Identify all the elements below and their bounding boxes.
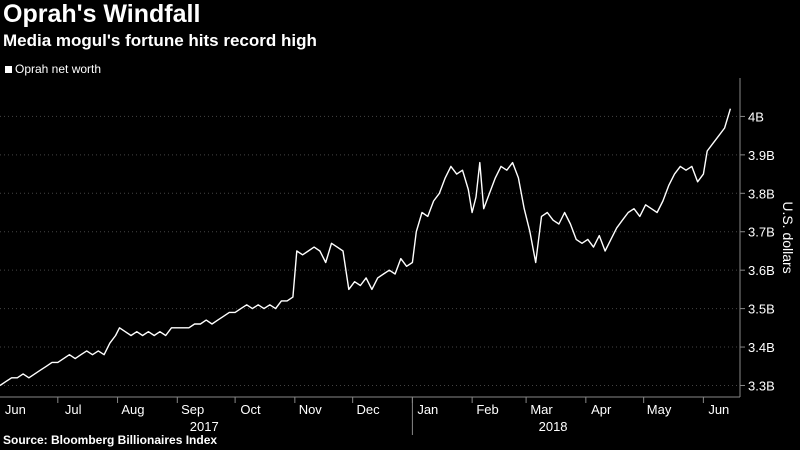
x-year-label: 2018 — [539, 419, 568, 434]
y-tick-label: 3.9B — [748, 148, 775, 163]
x-axis: Jun Jul Aug Sep Oct Nov Dec Jan Feb Mar Apr May Jun 2… — [0, 396, 740, 435]
x-tick-label: Feb — [476, 402, 498, 417]
x-tick-label: Dec — [357, 402, 381, 417]
x-year-label: 2017 — [190, 419, 219, 434]
y-tick-label: 3.3B — [748, 378, 775, 393]
y-axis: 3.3B 3.4B 3.5B 3.6B 3.7B 3.8B 3.9B 4B — [0, 78, 775, 397]
series-group — [0, 108, 732, 387]
legend-swatch — [5, 65, 12, 73]
legend: Oprah net worth — [5, 62, 101, 76]
x-tick-label: Jun — [5, 402, 26, 417]
y-tick-label: 4B — [748, 109, 764, 124]
x-tick-label: Oct — [240, 402, 261, 417]
x-tick-label: Mar — [530, 402, 553, 417]
y-tick-label: 3.8B — [748, 186, 775, 201]
y-axis-label: U.S. dollars — [780, 201, 796, 273]
legend-label: Oprah net worth — [15, 62, 102, 76]
y-tick-label: 3.5B — [748, 302, 775, 317]
x-tick-label: Sep — [181, 402, 204, 417]
series-line-oprah-net-worth — [0, 108, 732, 387]
x-tick-label: Jun — [708, 402, 729, 417]
x-tick-label: Nov — [299, 402, 323, 417]
x-tick-label: Apr — [591, 402, 612, 417]
x-tick-label: Jan — [417, 402, 438, 417]
y-tick-label: 3.4B — [748, 340, 775, 355]
chart-subtitle: Media mogul's fortune hits record high — [3, 31, 317, 50]
chart-title: Oprah's Windfall — [3, 0, 201, 28]
source-note: Source: Bloomberg Billionaires Index — [3, 433, 218, 447]
y-tick-label: 3.7B — [748, 225, 775, 240]
x-tick-label: May — [647, 402, 672, 417]
y-tick-label: 3.6B — [748, 263, 775, 278]
x-tick-label: Aug — [121, 402, 144, 417]
x-tick-label: Jul — [65, 402, 82, 417]
